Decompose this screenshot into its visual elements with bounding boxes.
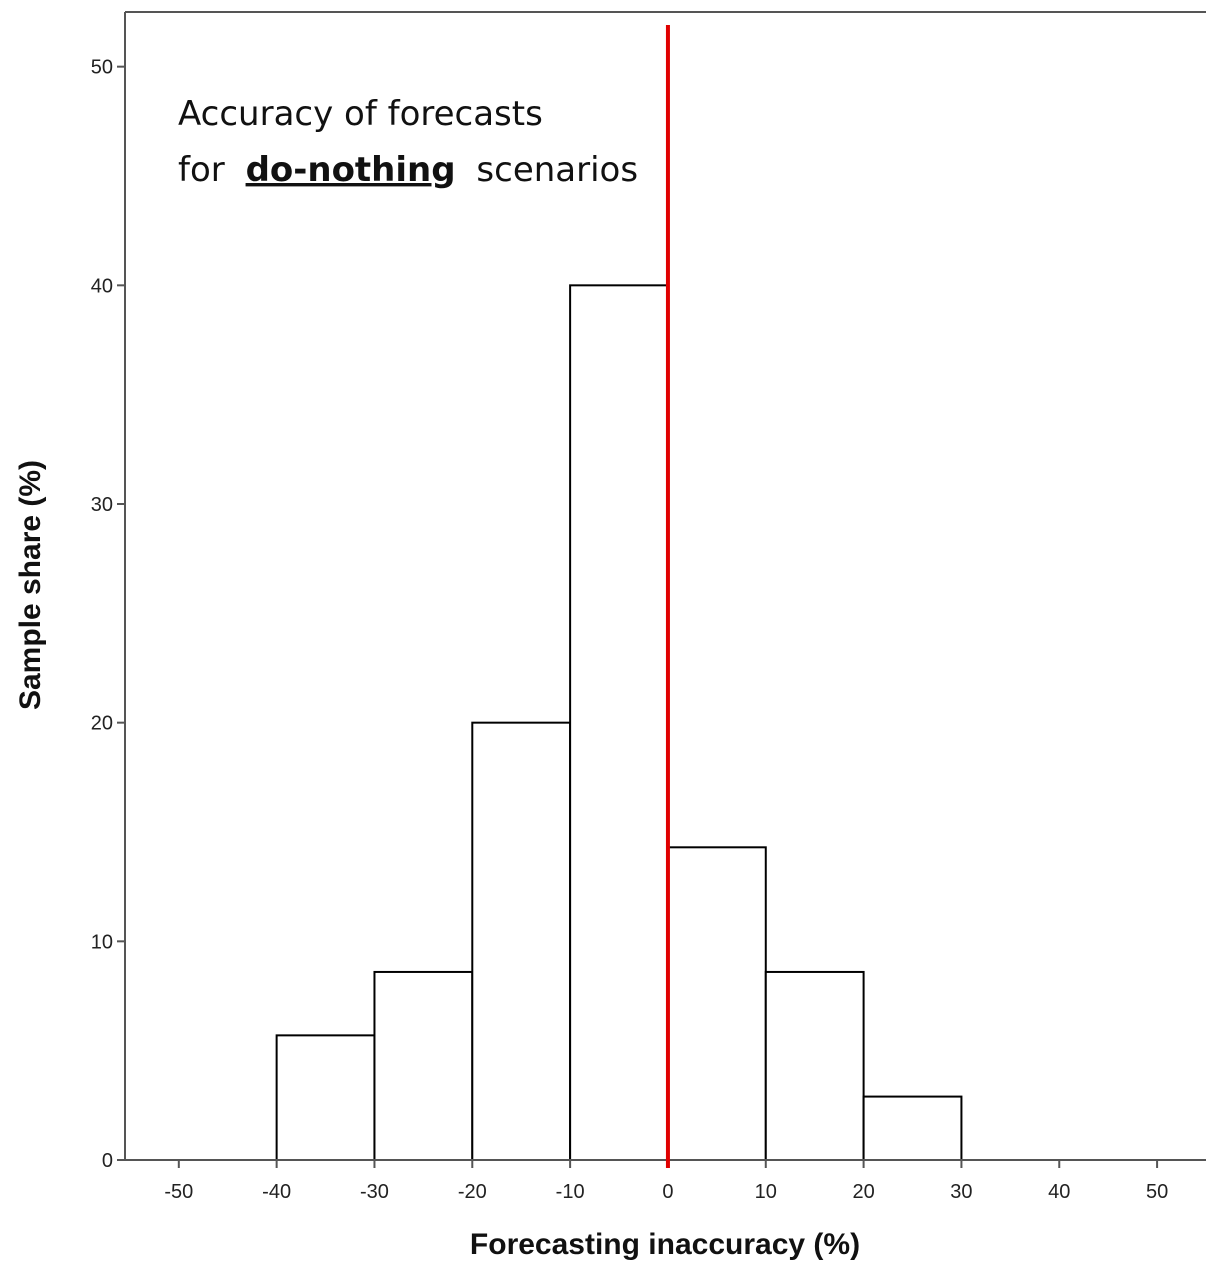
histogram-bar-4 — [666, 846, 767, 1161]
y-tick-label: 30 — [91, 494, 113, 516]
y-axis-title: Sample share (%) — [14, 460, 47, 710]
annotation-emphasis: do-nothing — [246, 150, 456, 190]
x-tick-label: 50 — [1146, 1181, 1168, 1203]
histogram-bar-0 — [275, 1034, 376, 1161]
x-tick-label: 0 — [662, 1181, 673, 1203]
histogram-bar-2 — [471, 721, 572, 1162]
y-tick-label: 40 — [91, 275, 113, 297]
x-tick-label: -40 — [262, 1181, 291, 1203]
histogram-bar-1 — [373, 970, 474, 1161]
y-axis-ticks: 0 10 20 30 40 50 — [91, 57, 125, 1172]
x-tick-label: 10 — [755, 1181, 777, 1203]
x-tick-label: -10 — [556, 1181, 585, 1203]
x-tick-label: 30 — [950, 1181, 972, 1203]
y-tick-label: 0 — [102, 1150, 113, 1172]
x-tick-label: -20 — [458, 1181, 487, 1203]
x-axis-ticks: -50 -40 -30 -20 -10 0 10 20 30 40 50 — [164, 1160, 1168, 1203]
y-tick-label: 50 — [91, 57, 113, 79]
histogram-bar-3 — [569, 284, 669, 1162]
y-tick-label: 20 — [91, 713, 113, 735]
annotation-prefix: for — [178, 150, 225, 190]
histogram-bars — [275, 284, 963, 1162]
x-tick-label: 20 — [852, 1181, 874, 1203]
histogram-bar-5 — [764, 970, 865, 1161]
x-tick-label: -30 — [360, 1181, 389, 1203]
x-tick-label: 40 — [1048, 1181, 1070, 1203]
annotation-suffix: scenarios — [476, 150, 638, 190]
x-axis-title: Forecasting inaccuracy (%) — [470, 1228, 860, 1261]
annotation-line-1: Accuracy of forecasts — [178, 94, 543, 134]
annotation-line-2: for do-nothing scenarios — [178, 150, 638, 190]
y-tick-label: 10 — [91, 931, 113, 953]
histogram-bar-6 — [862, 1095, 963, 1162]
axes — [124, 11, 1206, 1161]
x-tick-label: -50 — [164, 1181, 193, 1203]
